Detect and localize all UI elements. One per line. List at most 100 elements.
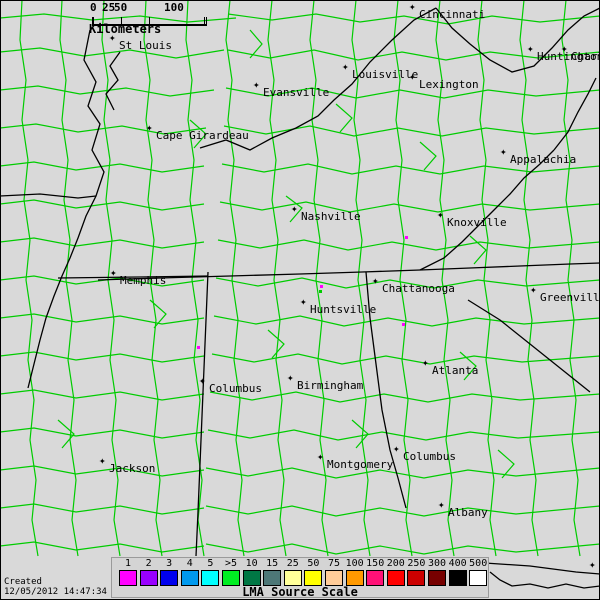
city-dot-icon <box>291 206 299 217</box>
scale-bar-tick-label: 100 <box>164 1 184 14</box>
legend-label: 250 <box>407 558 426 569</box>
city-label: Knoxville <box>447 216 507 229</box>
state-lines <box>0 7 600 589</box>
legend-panel[interactable]: 1 2 3 4 5 >5 10 15 25 50 75 100 150 200 250 300 400 500 L… <box>111 557 489 599</box>
legend-label: 150 <box>366 558 385 569</box>
legend-color-swatch[interactable] <box>160 570 179 586</box>
created-label: Created <box>4 577 42 587</box>
lma-source-point <box>402 323 405 326</box>
city-label: Jackson <box>109 462 156 475</box>
city-dot-icon <box>287 375 295 386</box>
legend-label: >5 <box>224 558 238 569</box>
city-dot-icon <box>372 278 380 289</box>
legend-color-swatch[interactable] <box>201 570 220 586</box>
legend-label: 15 <box>266 558 279 569</box>
scale-bar-graphic <box>92 17 207 26</box>
scale-bar-tick-label: 50 <box>114 1 128 14</box>
lma-source-point <box>320 285 323 288</box>
city-label: Memphis <box>120 274 167 287</box>
city-dot-icon <box>422 360 430 371</box>
lma-source-point <box>197 346 200 349</box>
city-label: Atlanta <box>432 364 479 377</box>
legend-label: 75 <box>327 558 341 569</box>
legend-color-swatch[interactable] <box>263 570 282 586</box>
legend-color-swatch[interactable] <box>119 570 137 586</box>
legend-label: 2 <box>145 558 152 569</box>
city-label: Greenville <box>540 291 600 304</box>
scale-bar-tick-label: 0 <box>90 1 97 14</box>
city-dot-icon <box>146 125 154 136</box>
legend-label: 50 <box>307 558 320 569</box>
city-dot-icon <box>437 212 445 223</box>
legend-color-swatch[interactable] <box>469 570 488 586</box>
legend-label: 4 <box>186 558 193 569</box>
legend-label: 10 <box>245 558 258 569</box>
city-dot-icon <box>530 287 538 298</box>
city-dot-icon <box>317 454 325 465</box>
city-dot-icon <box>393 446 401 457</box>
legend-color-swatch[interactable] <box>325 570 343 586</box>
legend-labels: 1 2 3 4 5 >5 10 15 25 50 75 100 150 200 250 300 400 500 <box>112 558 488 571</box>
legend-label: 3 <box>166 558 173 569</box>
city-label: Huntsville <box>310 303 377 316</box>
legend-color-swatch[interactable] <box>407 570 426 586</box>
legend-color-swatch[interactable] <box>345 570 364 586</box>
city-dot-icon <box>99 458 107 469</box>
city-dot-icon <box>342 64 350 75</box>
city-label: Cincinnati <box>419 8 486 21</box>
legend-swatches[interactable] <box>112 570 488 587</box>
city-label: Appalachia <box>510 153 577 166</box>
legend-color-swatch[interactable] <box>448 570 467 586</box>
city-label: Nashville <box>301 210 361 223</box>
city-label: Louisville <box>352 68 419 81</box>
scale-bar-ticks: 0 25 50 100 <box>90 2 212 15</box>
city-dot-icon <box>409 4 417 15</box>
legend-title: LMA Source Scale <box>242 585 358 599</box>
city-dot-icon <box>500 149 508 160</box>
city-label: St Louis <box>119 39 172 52</box>
legend-color-swatch[interactable] <box>180 570 199 586</box>
city-label: Columbus <box>403 450 456 463</box>
city-dot-icon <box>199 378 207 389</box>
city-dot-icon <box>561 46 569 57</box>
city-label: Montgomery <box>327 458 394 471</box>
legend-color-swatch[interactable] <box>139 570 158 586</box>
scale-bar-tick-label: 25 <box>102 1 116 14</box>
legend-color-swatch[interactable] <box>386 570 405 586</box>
city-label: Columbus <box>209 382 262 395</box>
created-timestamp: Created 12/05/2012 14:47:34 <box>4 577 107 597</box>
city-label: Birmingham <box>297 379 364 392</box>
city-dot-icon <box>438 502 446 513</box>
scale-bar: 0 25 50 100 Kilometers <box>89 2 212 36</box>
legend-label: 400 <box>448 558 467 569</box>
city-label: Charleston <box>571 50 600 63</box>
lma-source-point <box>405 236 408 239</box>
city-dot-icon <box>300 299 308 310</box>
legend-color-swatch[interactable] <box>428 570 446 586</box>
legend-label: 1 <box>124 558 132 569</box>
legend-color-swatch[interactable] <box>304 570 323 586</box>
legend-label: 5 <box>207 558 214 569</box>
legend-color-swatch[interactable] <box>366 570 385 586</box>
city-dot-icon <box>409 74 417 85</box>
scale-bar-unit-label: Kilometers <box>89 22 162 36</box>
city-label: Lexington <box>419 78 479 91</box>
legend-label: 100 <box>345 558 364 569</box>
lma-source-point <box>319 290 322 293</box>
legend-label: 300 <box>427 558 447 569</box>
city-label: Albany <box>448 506 488 519</box>
legend-label: 500 <box>469 558 488 569</box>
legend-color-swatch[interactable] <box>222 570 240 586</box>
legend-label: 25 <box>286 558 299 569</box>
city-dot-icon <box>109 35 117 46</box>
legend-label: 200 <box>386 558 405 569</box>
legend-color-swatch[interactable] <box>242 570 261 586</box>
legend-color-swatch[interactable] <box>283 570 302 586</box>
city-dot-icon <box>527 46 535 57</box>
city-label: Chattanooga <box>382 282 455 295</box>
city-dot-icon <box>110 270 118 281</box>
city-dot-icon <box>589 562 597 573</box>
